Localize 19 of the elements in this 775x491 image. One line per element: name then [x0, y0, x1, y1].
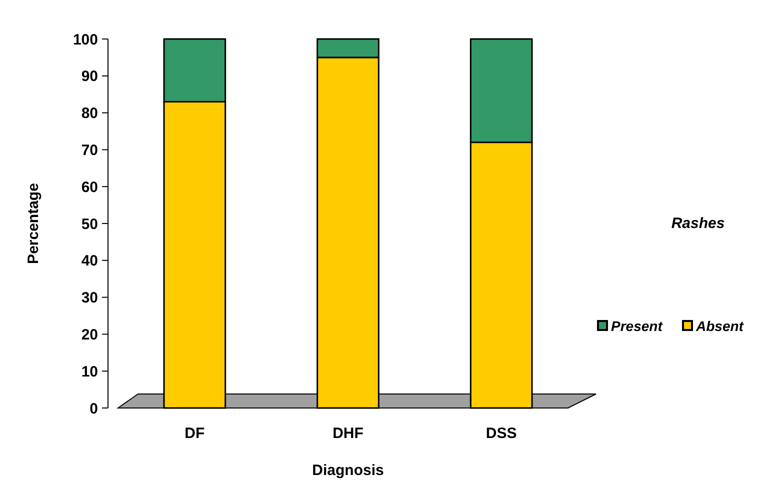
y-tick-label: 60 [81, 178, 98, 196]
y-tick-label: 70 [81, 142, 98, 159]
y-tick-label: 0 [90, 400, 98, 418]
legend-title: Rashes [671, 215, 725, 232]
y-tick-label: 20 [81, 326, 98, 344]
y-tick-label: 100 [72, 31, 98, 48]
y-tick-label: 90 [81, 68, 98, 86]
x-tick-label: DSS [486, 425, 517, 442]
legend-label: Absent [695, 318, 745, 334]
y-axis-title: Percentage [25, 183, 42, 264]
y-tick-label: 30 [81, 290, 98, 307]
x-tick-label: DF [184, 425, 205, 442]
y-tick-label: 10 [81, 363, 98, 380]
legend-label: Present [611, 318, 664, 334]
y-tick-label: 80 [81, 105, 98, 122]
x-axis-title: Diagnosis [312, 462, 384, 479]
y-tick-label: 40 [81, 252, 98, 270]
x-tick-label: DHF [332, 425, 364, 442]
y-tick-label: 50 [81, 216, 98, 233]
